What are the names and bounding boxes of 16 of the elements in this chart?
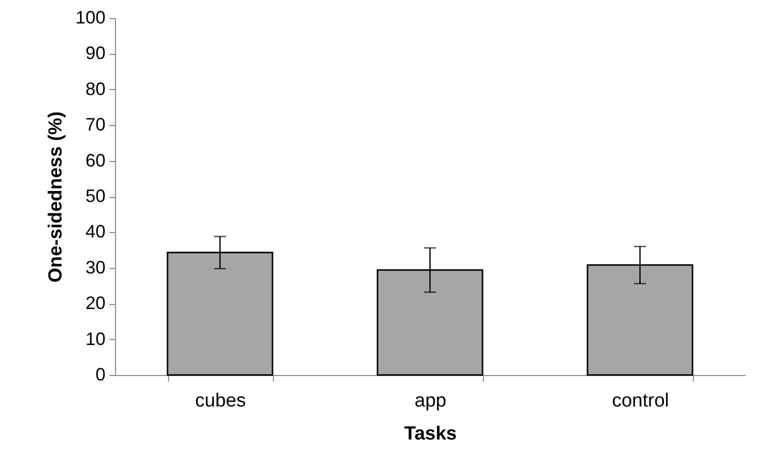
x-tick-label: app [414, 390, 446, 412]
y-tick-label: 80 [85, 78, 106, 99]
y-tick-label: 0 [95, 364, 106, 384]
y-tick-label: 100 [75, 8, 106, 28]
y-tick-label: 60 [85, 150, 106, 170]
x-axis-title: Tasks [404, 424, 457, 444]
y-tick-label: 20 [85, 293, 106, 314]
y-tick-label: 40 [85, 222, 106, 242]
y-tick-label: 90 [85, 43, 106, 64]
y-tick-label: 30 [85, 257, 106, 278]
y-tick-label: 10 [85, 328, 106, 349]
y-tick-label: 70 [85, 114, 106, 135]
y-axis-title: One-sidedness (%) [45, 111, 66, 283]
x-tick-label: control [612, 390, 670, 412]
y-tick-label: 50 [85, 186, 106, 206]
x-tick-label: cubes [195, 390, 246, 412]
